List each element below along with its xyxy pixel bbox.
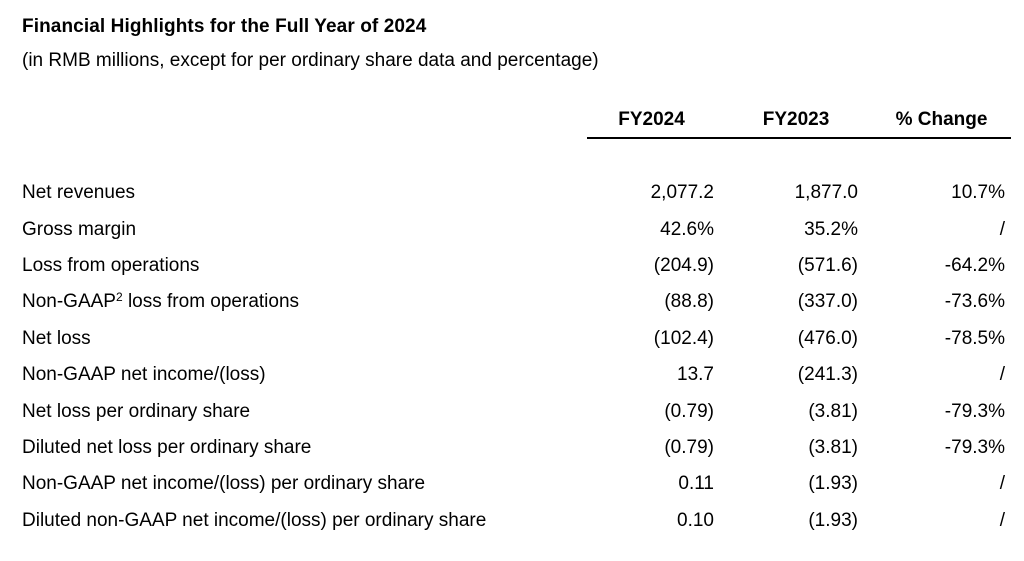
footnote-2-superscript: 2 <box>115 290 123 305</box>
cell-fy2023: (3.81) <box>808 400 858 422</box>
page-title: Financial Highlights for the Full Year o… <box>22 16 427 37</box>
table-row: Diluted non-GAAP net income/(loss) per o… <box>22 503 1005 539</box>
cell-percent-change: / <box>999 509 1005 531</box>
table-row: Non-GAAP net income/(loss) per ordinary … <box>22 466 1005 502</box>
cell-percent-change: / <box>999 364 1005 386</box>
cell-fy2023: (337.0) <box>797 291 858 313</box>
page-subtitle: (in RMB millions, except for per ordinar… <box>22 50 599 71</box>
cell-fy2024: (88.8) <box>664 291 714 313</box>
row-label: Net loss per ordinary share <box>22 400 251 422</box>
cell-fy2023: (571.6) <box>797 254 858 276</box>
row-label: Gross margin <box>22 218 137 240</box>
cell-fy2023: (476.0) <box>797 327 858 349</box>
row-label: Non-GAAP2 loss from operations <box>22 290 300 313</box>
cell-fy2024: 2,077.2 <box>650 182 714 204</box>
header-underline <box>587 137 1011 139</box>
table-row: Non-GAAP net income/(loss) 13.7 (241.3) / <box>22 357 1005 393</box>
column-header-percent-change: % Change <box>895 108 988 130</box>
table-row: Net loss (102.4) (476.0) -78.5% <box>22 321 1005 357</box>
table-row: Non-GAAP2 loss from operations (88.8) (337… <box>22 284 1005 320</box>
cell-fy2024: (102.4) <box>653 327 714 349</box>
cell-percent-change: / <box>999 473 1005 495</box>
cell-fy2024: 0.10 <box>677 509 714 531</box>
cell-fy2024: (0.79) <box>664 436 714 458</box>
cell-fy2024: 13.7 <box>677 364 714 386</box>
table-row: Net loss per ordinary share (0.79) (3.81) -… <box>22 393 1005 429</box>
column-header-fy2024: FY2024 <box>618 108 685 130</box>
row-label: Loss from operations <box>22 254 200 276</box>
row-label: Non-GAAP net income/(loss) per ordinary … <box>22 473 426 495</box>
table-row: Net revenues 2,077.2 1,877.0 10.7% <box>22 175 1005 211</box>
table-body: Net revenues 2,077.2 1,877.0 10.7% Gross mar… <box>22 175 1005 539</box>
cell-percent-change: -79.3% <box>944 400 1005 422</box>
cell-fy2023: (241.3) <box>797 364 858 386</box>
row-label: Diluted non-GAAP net income/(loss) per o… <box>22 509 487 531</box>
row-label: Non-GAAP net income/(loss) <box>22 364 266 386</box>
cell-percent-change: -78.5% <box>944 327 1005 349</box>
column-header-fy2023: FY2023 <box>762 108 830 130</box>
row-label: Net revenues <box>22 182 136 204</box>
table-row: Gross margin 42.6% 35.2% / <box>22 211 1005 247</box>
cell-percent-change: -79.3% <box>944 436 1005 458</box>
cell-percent-change: 10.7% <box>951 182 1005 204</box>
cell-fy2023: (1.93) <box>808 509 858 531</box>
cell-fy2024: 42.6% <box>660 218 714 240</box>
cell-percent-change: -64.2% <box>944 254 1005 276</box>
cell-percent-change: / <box>999 218 1005 240</box>
cell-fy2024: 0.11 <box>678 473 714 495</box>
cell-fy2023: 1,877.0 <box>794 182 858 204</box>
cell-fy2023: 35.2% <box>804 218 858 240</box>
cell-fy2023: (1.93) <box>808 473 858 495</box>
cell-fy2023: (3.81) <box>808 436 858 458</box>
table-header-row: FY2024 FY2023 % Change <box>22 104 1005 135</box>
cell-fy2024: (0.79) <box>664 400 714 422</box>
cell-fy2024: (204.9) <box>653 254 714 276</box>
table-row: Loss from operations (204.9) (571.6) -64.2% <box>22 248 1005 284</box>
row-label: Net loss <box>22 327 91 349</box>
cell-percent-change: -73.6% <box>944 291 1005 313</box>
row-label: Diluted net loss per ordinary share <box>22 436 312 458</box>
table-row: Diluted net loss per ordinary share (0.79… <box>22 430 1005 466</box>
